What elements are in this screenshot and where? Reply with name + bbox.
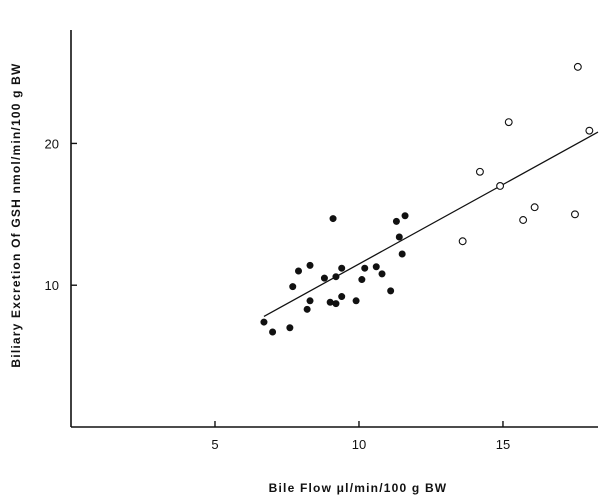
x-axis-title: Bile Flow μl/min/100 g BW xyxy=(269,481,448,495)
data-point-filled xyxy=(387,287,395,295)
data-point-filled xyxy=(329,215,337,223)
y-tick-label: 10 xyxy=(45,278,59,293)
data-point-filled xyxy=(392,217,400,225)
data-point-filled xyxy=(395,233,403,241)
data-points xyxy=(260,62,594,336)
data-point-filled xyxy=(361,264,369,272)
data-point-filled xyxy=(352,297,360,305)
data-point-filled xyxy=(320,274,328,282)
data-point-filled xyxy=(306,261,314,269)
data-point-open xyxy=(496,182,505,190)
axes xyxy=(70,30,598,428)
x-tick-label: 15 xyxy=(496,437,510,452)
data-point-filled xyxy=(326,298,334,306)
data-point-open xyxy=(504,118,513,127)
y-tick-label: 20 xyxy=(45,136,59,151)
data-point-filled xyxy=(269,328,277,336)
regression-line xyxy=(263,131,599,317)
x-tick-label: 10 xyxy=(352,437,366,452)
data-point-filled xyxy=(303,305,311,313)
data-point-filled xyxy=(289,283,297,291)
data-point-filled xyxy=(358,276,366,284)
data-point-open xyxy=(530,203,539,212)
data-point-filled xyxy=(260,318,268,326)
x-tick-label: 5 xyxy=(211,437,218,452)
data-point-filled xyxy=(306,297,314,305)
data-point-filled xyxy=(332,273,340,281)
data-point-filled xyxy=(295,267,303,275)
data-point-filled xyxy=(398,250,406,258)
data-point-filled xyxy=(372,263,380,271)
data-point-open xyxy=(573,62,582,71)
data-point-filled xyxy=(332,300,340,308)
data-point-filled xyxy=(401,212,409,220)
y-axis-title: Biliary Excretion Of GSH nmol/min/100 g … xyxy=(9,62,23,367)
data-point-filled xyxy=(286,324,294,332)
data-point-filled xyxy=(338,264,346,272)
ticks: 5 10 15 10 20 xyxy=(45,136,511,452)
data-point-open xyxy=(519,216,528,224)
data-point-filled xyxy=(338,293,346,301)
data-point-filled xyxy=(378,270,386,278)
data-point-open xyxy=(458,237,467,246)
data-point-open xyxy=(475,167,484,176)
data-point-open xyxy=(585,126,594,135)
data-point-open xyxy=(571,210,579,219)
regression-line-group xyxy=(263,131,599,317)
